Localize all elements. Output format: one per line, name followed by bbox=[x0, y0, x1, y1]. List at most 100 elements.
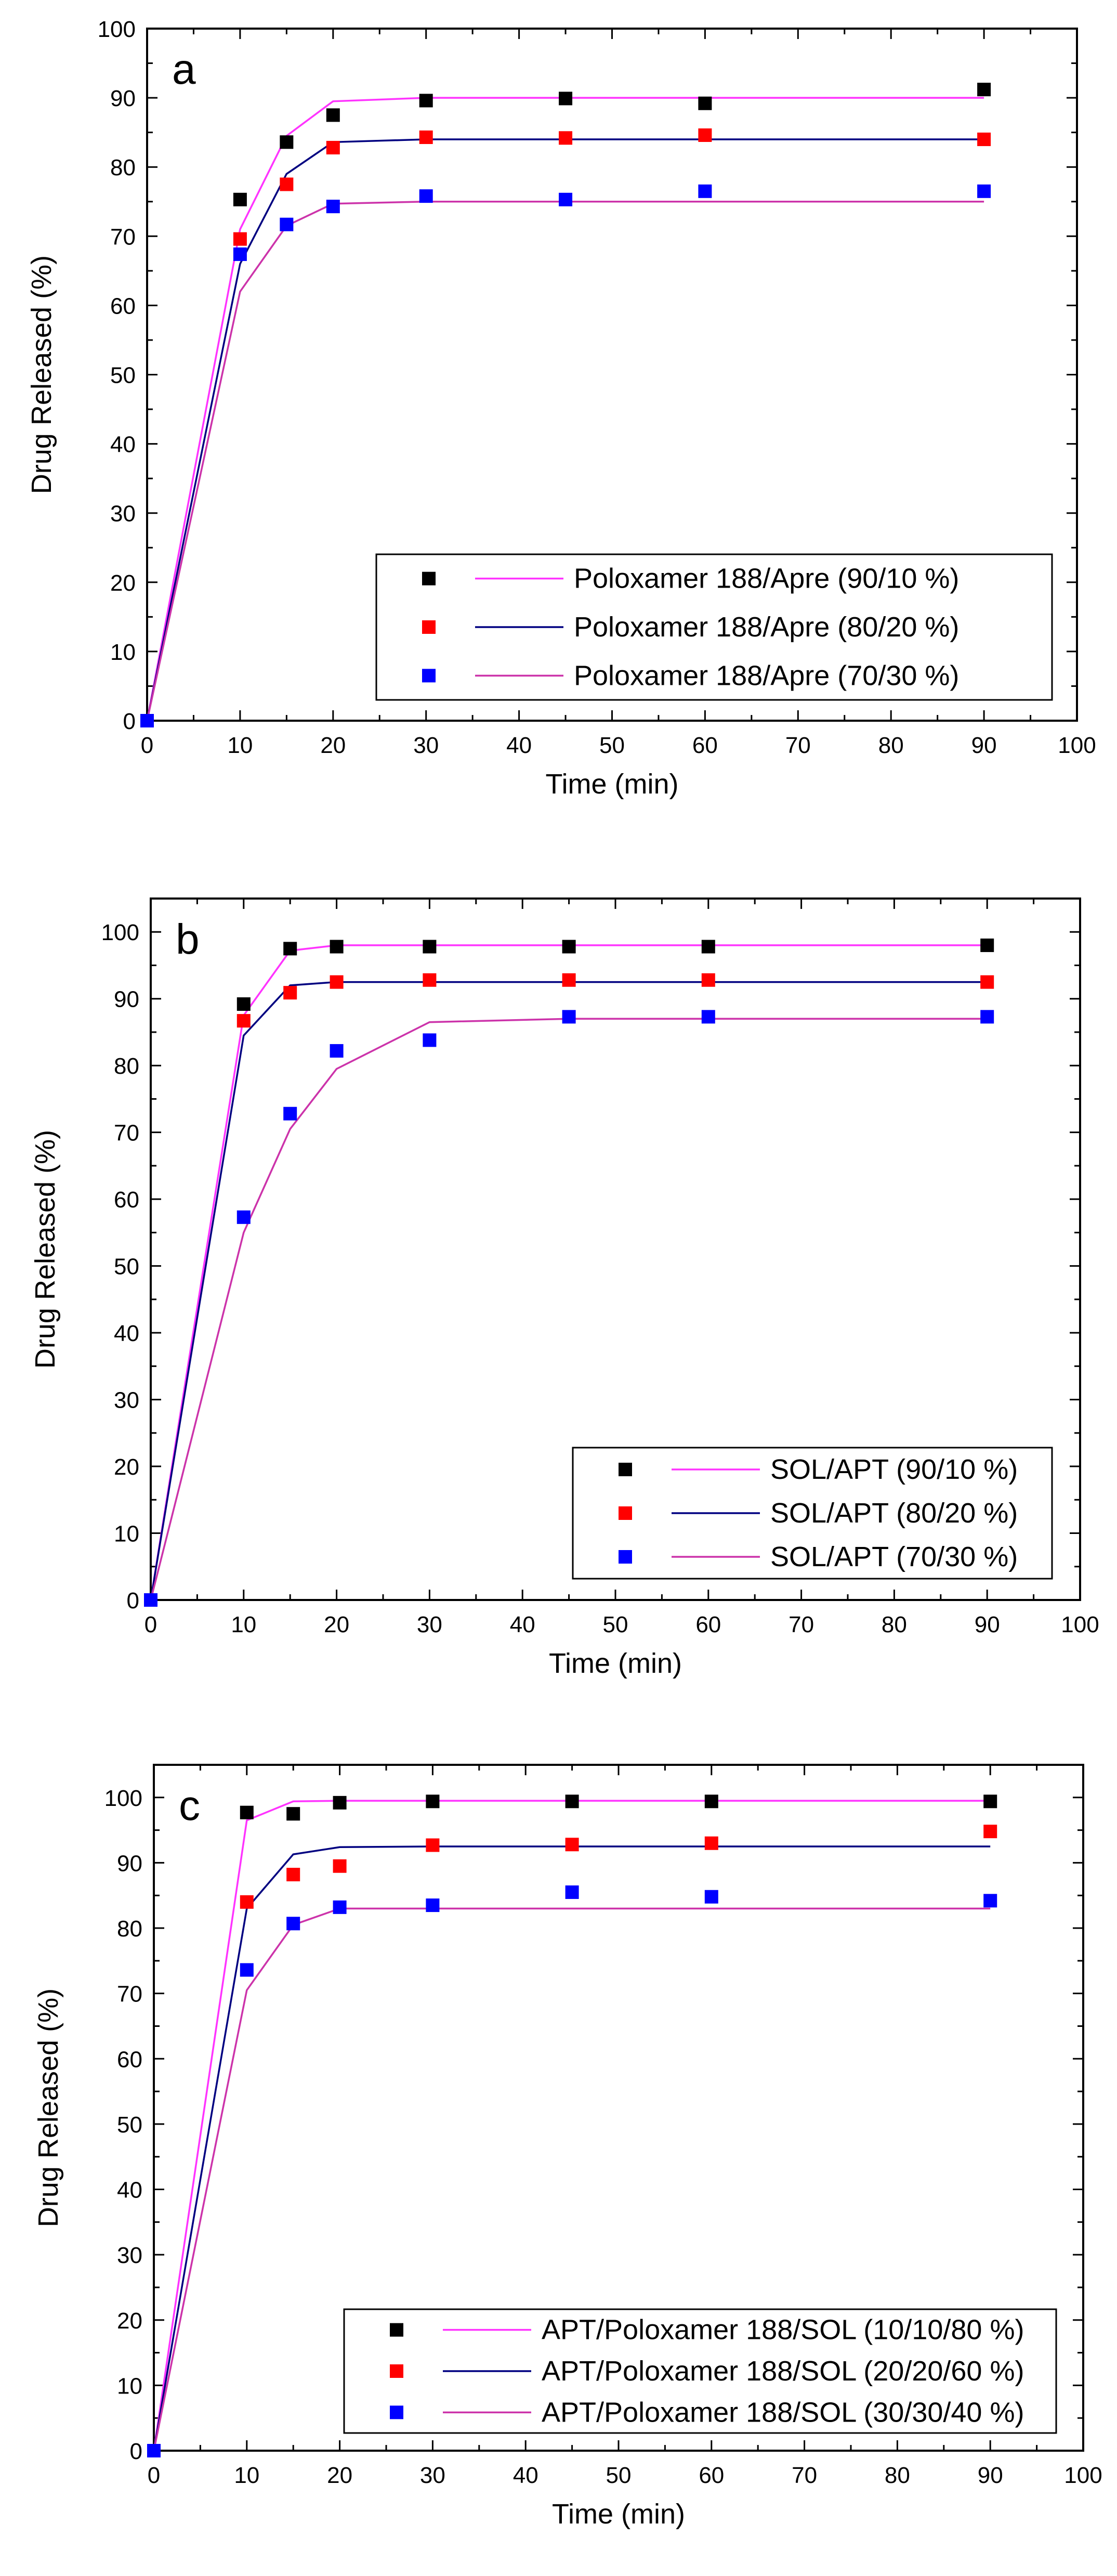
y-tick-label: 100 bbox=[101, 920, 139, 945]
data-point-series-3 bbox=[147, 2444, 161, 2457]
y-tick-label: 100 bbox=[104, 1786, 142, 1811]
x-tick-label: 0 bbox=[141, 733, 153, 758]
panel-label: b bbox=[176, 916, 200, 963]
y-tick-label: 50 bbox=[110, 363, 136, 388]
data-point-series-3 bbox=[330, 1044, 344, 1058]
legend-label-1: APT/Poloxamer 188/SOL (10/10/80 %) bbox=[542, 2314, 1024, 2346]
data-point-series-2 bbox=[333, 1859, 347, 1873]
y-tick-label: 20 bbox=[114, 1454, 139, 1480]
fit-line-series-3 bbox=[153, 1907, 991, 2451]
data-point-series-2 bbox=[701, 973, 715, 987]
legend-label-1: SOL/APT (90/10 %) bbox=[770, 1454, 1018, 1485]
x-tick-label: 20 bbox=[327, 2463, 352, 2488]
legend-label-2: APT/Poloxamer 188/SOL (20/20/60 %) bbox=[542, 2356, 1024, 2387]
data-point-series-3 bbox=[980, 1010, 994, 1024]
data-point-series-1 bbox=[704, 1794, 718, 1809]
x-tick-label: 50 bbox=[599, 733, 625, 758]
y-tick-label: 50 bbox=[117, 2112, 142, 2138]
x-tick-label: 80 bbox=[878, 733, 904, 758]
x-tick-label: 30 bbox=[413, 733, 439, 758]
data-point-series-3 bbox=[144, 1593, 157, 1607]
data-point-series-1 bbox=[977, 83, 991, 97]
data-point-series-1 bbox=[286, 1807, 300, 1821]
x-axis-label: Time (min) bbox=[549, 1648, 682, 1679]
data-point-series-3 bbox=[426, 1898, 440, 1913]
legend-box bbox=[572, 1447, 1053, 1580]
y-tick-label: 40 bbox=[114, 1321, 139, 1346]
data-point-series-1 bbox=[983, 1794, 997, 1809]
data-point-series-2 bbox=[330, 975, 344, 989]
x-axis-label: Time (min) bbox=[546, 769, 679, 800]
y-tick-label: 70 bbox=[110, 224, 136, 250]
data-point-series-3 bbox=[240, 1963, 254, 1977]
x-tick-label: 0 bbox=[144, 1612, 157, 1637]
y-tick-label: 60 bbox=[117, 2047, 142, 2072]
x-tick-label: 50 bbox=[603, 1612, 628, 1637]
data-point-series-1 bbox=[280, 135, 294, 149]
legend-marker-1 bbox=[422, 571, 436, 586]
y-tick-label: 80 bbox=[117, 1916, 142, 1942]
y-axis-label: Drug Released (%) bbox=[33, 1988, 64, 2227]
data-point-series-1 bbox=[326, 108, 340, 122]
data-point-series-3 bbox=[419, 189, 433, 203]
x-tick-label: 10 bbox=[234, 2463, 259, 2488]
data-point-series-2 bbox=[983, 1825, 997, 1839]
chart-panel-c: 0 10 20 30 40 50 60 70 80 90 100 0 10 20 30 40 50 60 70 80 9… bbox=[33, 1764, 1102, 2530]
x-tick-label: 80 bbox=[882, 1612, 907, 1637]
x-tick-label: 100 bbox=[1058, 733, 1096, 758]
data-point-series-2 bbox=[326, 140, 340, 154]
y-tick-label: 60 bbox=[114, 1187, 139, 1213]
x-tick-label: 10 bbox=[231, 1612, 256, 1637]
y-tick-label: 0 bbox=[130, 2439, 142, 2464]
data-point-series-1 bbox=[330, 940, 344, 954]
fit-line-series-2 bbox=[146, 138, 984, 721]
data-point-series-2 bbox=[565, 1838, 579, 1852]
data-point-series-1 bbox=[980, 938, 994, 952]
fit-line-series-2 bbox=[153, 1845, 991, 2451]
y-tick-label: 40 bbox=[117, 2178, 142, 2203]
x-tick-label: 40 bbox=[513, 2463, 538, 2488]
fit-line-series-3 bbox=[150, 1018, 988, 1601]
legend-label-2: SOL/APT (80/20 %) bbox=[770, 1498, 1018, 1529]
x-tick-label: 0 bbox=[148, 2463, 160, 2488]
data-point-series-1 bbox=[698, 96, 712, 110]
data-point-series-3 bbox=[286, 1917, 300, 1931]
data-point-series-2 bbox=[977, 132, 991, 146]
data-point-series-3 bbox=[333, 1900, 347, 1914]
data-point-series-1 bbox=[426, 1794, 440, 1809]
y-axis-label: Drug Released (%) bbox=[30, 1130, 61, 1369]
data-point-series-1 bbox=[333, 1796, 347, 1810]
data-point-series-1 bbox=[283, 942, 297, 956]
y-tick-label: 30 bbox=[117, 2243, 142, 2268]
x-tick-label: 90 bbox=[978, 2463, 1003, 2488]
data-point-series-2 bbox=[704, 1836, 718, 1850]
legend-marker-3 bbox=[422, 669, 436, 683]
data-point-series-1 bbox=[562, 940, 576, 954]
data-point-series-2 bbox=[280, 177, 294, 191]
data-point-series-3 bbox=[983, 1894, 997, 1908]
y-tick-label: 80 bbox=[114, 1053, 139, 1079]
legend-marker-3 bbox=[619, 1550, 632, 1564]
y-tick-label: 10 bbox=[114, 1521, 139, 1547]
y-tick-label: 0 bbox=[123, 709, 136, 734]
y-tick-label: 70 bbox=[117, 1982, 142, 2007]
data-point-series-3 bbox=[283, 1107, 297, 1121]
data-point-series-2 bbox=[286, 1868, 300, 1882]
y-tick-label: 90 bbox=[110, 86, 136, 111]
data-point-series-3 bbox=[326, 200, 340, 214]
x-tick-label: 70 bbox=[789, 1612, 814, 1637]
x-tick-label: 50 bbox=[606, 2463, 632, 2488]
legend-label-2: Poloxamer 188/Apre (80/20 %) bbox=[574, 612, 959, 643]
data-point-series-3 bbox=[140, 714, 154, 727]
x-tick-label: 90 bbox=[975, 1612, 1000, 1637]
x-tick-label: 30 bbox=[417, 1612, 442, 1637]
data-point-series-2 bbox=[562, 973, 576, 987]
data-point-series-2 bbox=[559, 131, 573, 145]
chart-panel-a: 0 10 20 30 40 50 60 70 80 90 100 0 10 20 30 40 50 60 70 80 9… bbox=[26, 17, 1096, 800]
x-axis-label: Time (min) bbox=[552, 2499, 685, 2530]
chart-panel-b: 0 10 20 30 40 50 60 70 80 90 100 0 10 20 30 40 50 60 70 80 9… bbox=[30, 897, 1099, 1679]
data-point-series-2 bbox=[283, 986, 297, 1000]
legend-marker-1 bbox=[619, 1463, 632, 1476]
x-tick-label: 30 bbox=[420, 2463, 445, 2488]
